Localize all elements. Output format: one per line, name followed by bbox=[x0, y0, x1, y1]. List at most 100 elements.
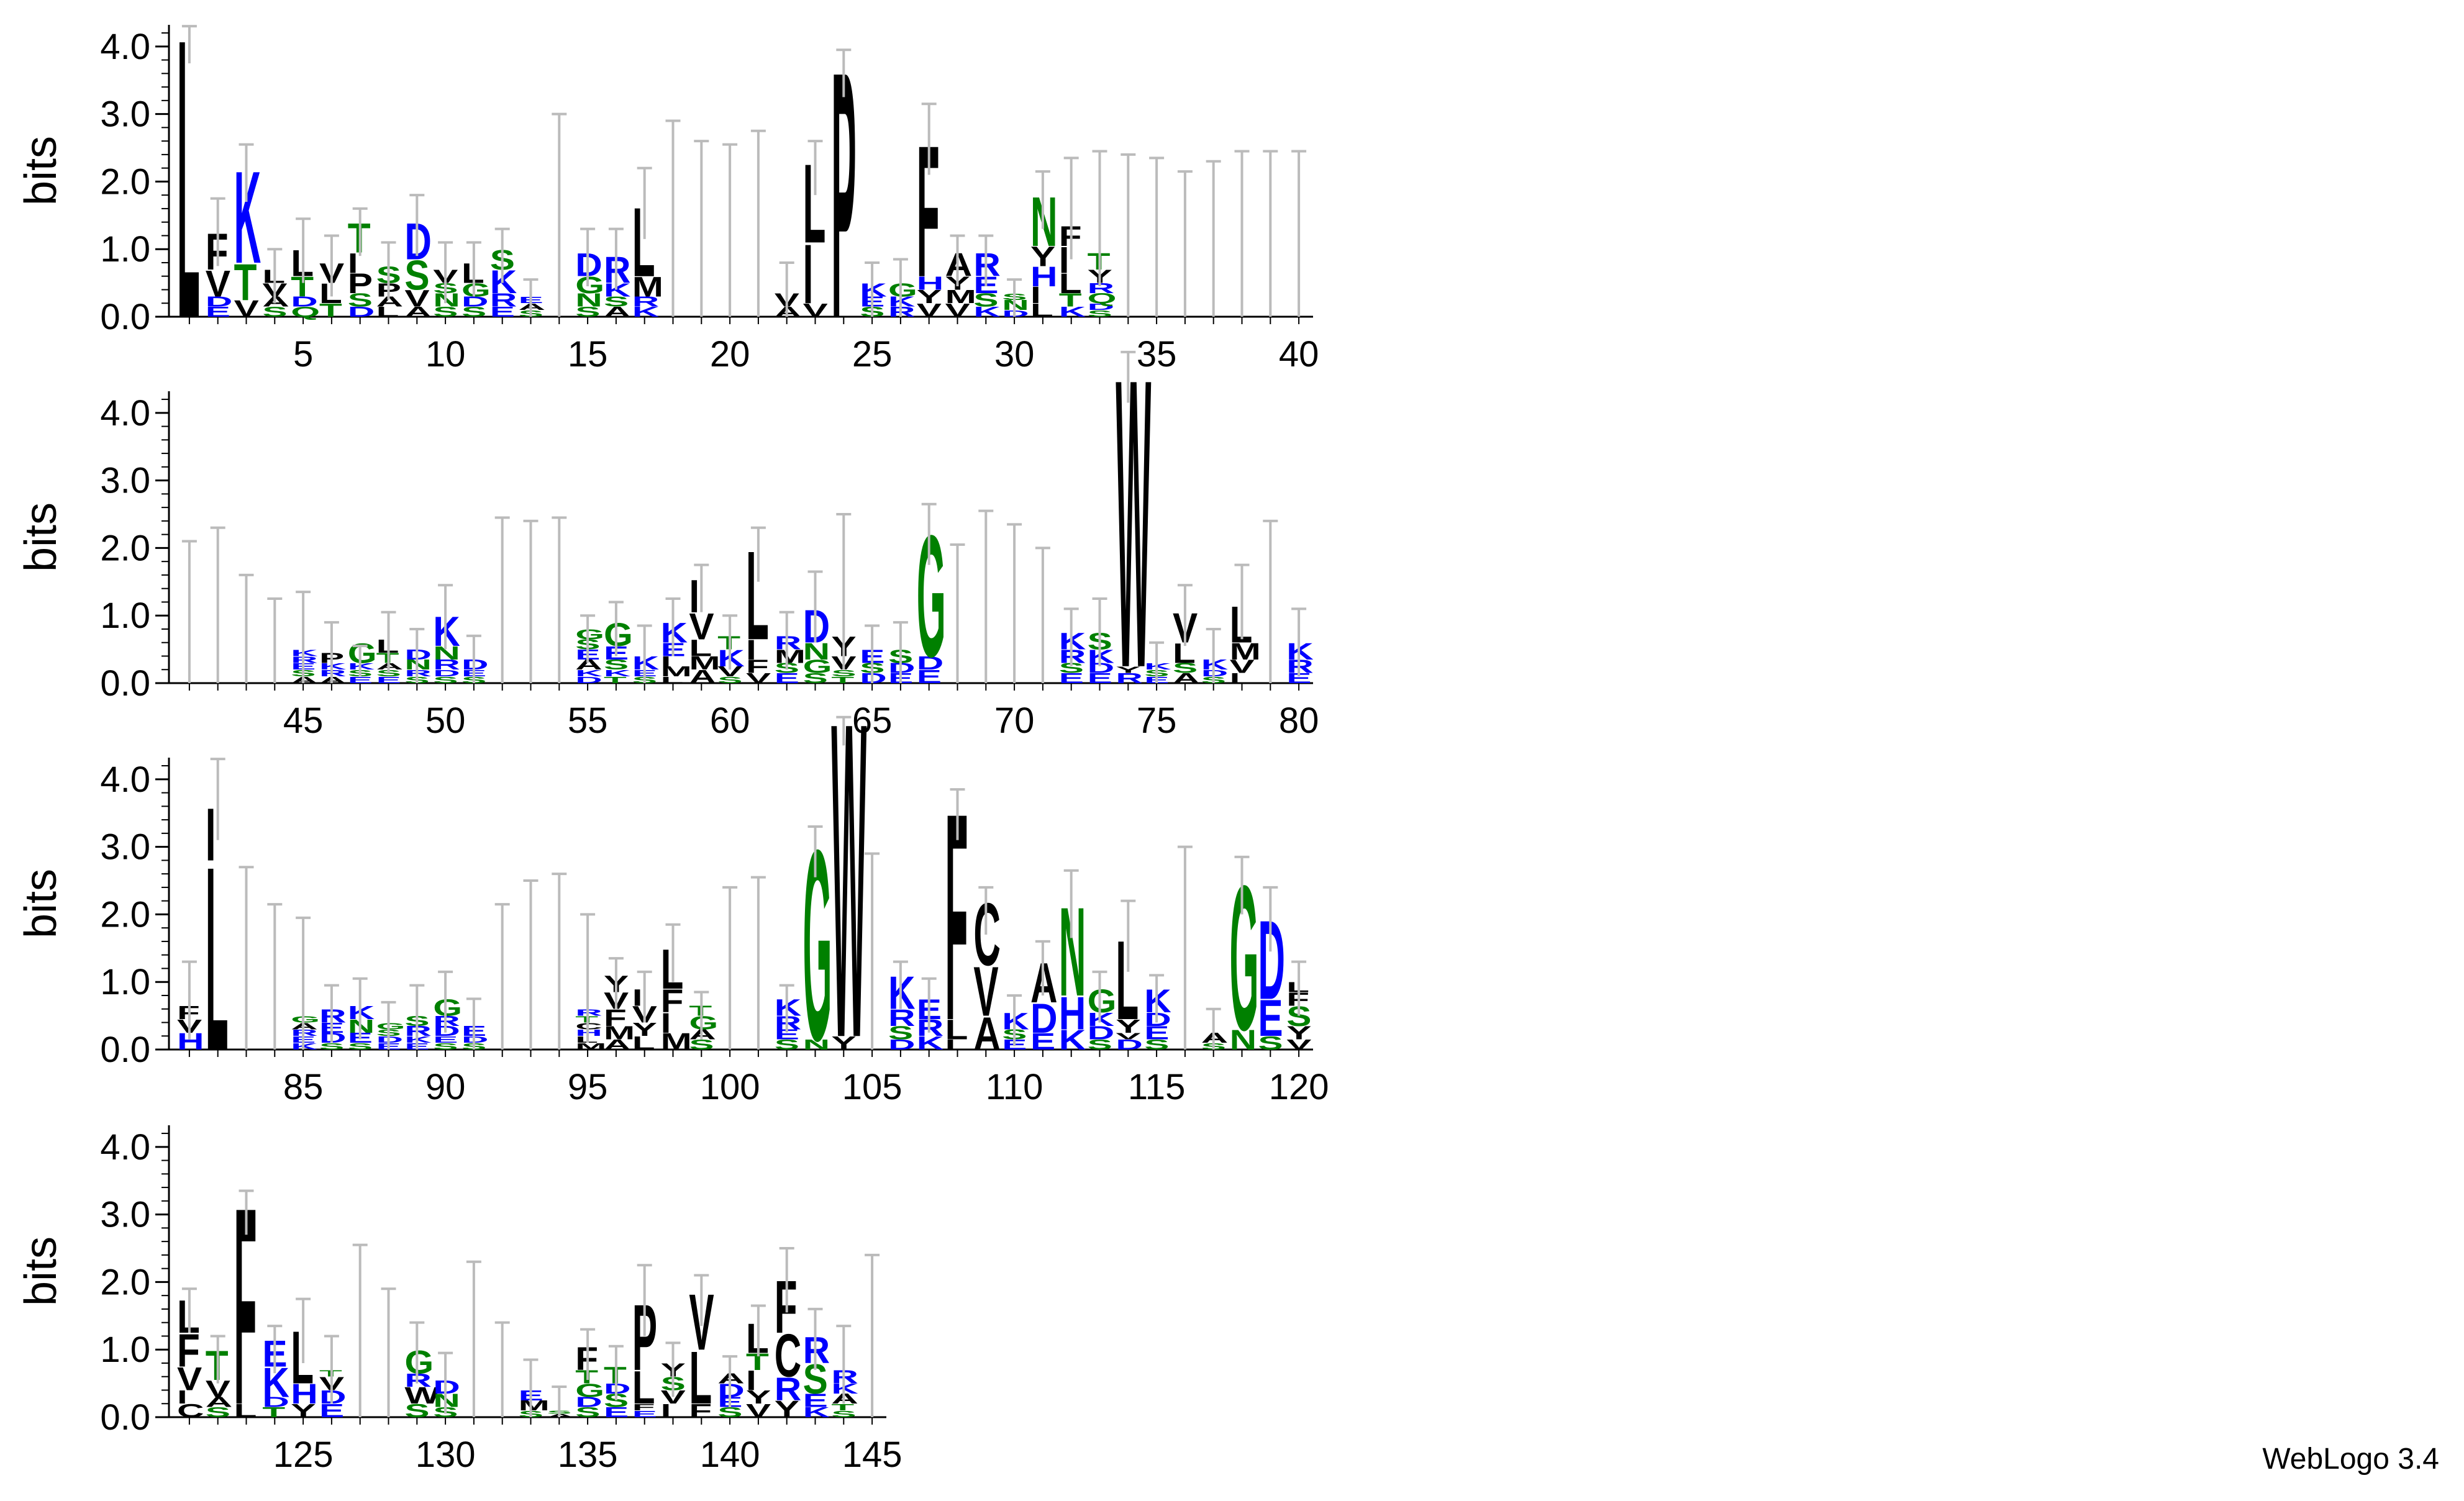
y-tick-label: 2.0 bbox=[100, 1262, 150, 1302]
logo-letter: G bbox=[1230, 843, 1259, 1074]
logo-letter: G bbox=[404, 1345, 434, 1381]
logo-letter: I bbox=[1030, 282, 1041, 309]
logo-stack: SND bbox=[433, 1351, 460, 1420]
logo-letter: D bbox=[461, 294, 489, 309]
logo-stack: EKRS bbox=[404, 984, 432, 1051]
logo-letter: S bbox=[1088, 309, 1112, 319]
logo-stack bbox=[1263, 519, 1278, 683]
logo-stack: YRCF bbox=[775, 1247, 801, 1422]
logo-stack: EDA bbox=[1030, 940, 1058, 1054]
logo-letter: D bbox=[348, 304, 375, 320]
logo-letter: K bbox=[291, 648, 318, 658]
logo-stack bbox=[1177, 845, 1193, 1050]
logo-letter: E bbox=[1088, 671, 1112, 686]
logo-letter: D bbox=[1116, 1037, 1143, 1053]
logo-letter: S bbox=[433, 1041, 458, 1052]
logo-letter: D bbox=[1030, 994, 1058, 1041]
logo-stack: SDRNK bbox=[433, 584, 460, 685]
logo-letter: T bbox=[1059, 290, 1082, 311]
logo-letter: I bbox=[746, 635, 757, 666]
logo-stack: ESDT bbox=[604, 1345, 631, 1420]
logo-stack bbox=[1291, 150, 1307, 317]
logo-letter: L bbox=[945, 1015, 968, 1046]
logo-stack: ESK bbox=[1002, 994, 1029, 1053]
logo-stack: DSE bbox=[860, 624, 887, 686]
y-tick-label: 0.0 bbox=[100, 297, 150, 337]
x-tick-label: 125 bbox=[273, 1435, 334, 1475]
logo-letter: S bbox=[206, 1405, 230, 1420]
logo-letter: D bbox=[291, 294, 318, 309]
logo-letter: G bbox=[575, 1381, 604, 1402]
logo-stack: SDGL bbox=[461, 241, 491, 320]
logo-letter: T bbox=[604, 675, 627, 686]
logo-letter: K bbox=[1059, 1025, 1086, 1056]
logo-letter: S bbox=[803, 671, 828, 686]
logo-letter: I bbox=[803, 228, 814, 322]
logo-letter: H bbox=[291, 1379, 318, 1410]
logo-letter: A bbox=[973, 1008, 1001, 1060]
logo-letter: F bbox=[661, 984, 684, 1020]
logo-letter: M bbox=[632, 271, 663, 302]
logo-letter: Y bbox=[917, 287, 942, 308]
logo-stack bbox=[239, 573, 254, 683]
logo-stack bbox=[552, 112, 567, 317]
logo-letter: L bbox=[376, 304, 399, 320]
logo-stack: VMYA bbox=[945, 234, 976, 321]
logo-letter: M bbox=[775, 646, 806, 668]
logo-letter: S bbox=[376, 668, 401, 679]
logo-letter: S bbox=[348, 1041, 373, 1052]
y-tick-label: 4.0 bbox=[100, 27, 150, 67]
logo-stack bbox=[750, 876, 766, 1050]
logo-letter: I bbox=[661, 1008, 671, 1039]
x-tick-label: 120 bbox=[1269, 1067, 1329, 1107]
logo-letter: K bbox=[661, 618, 688, 649]
logo-letter: W bbox=[404, 1382, 440, 1409]
y-axis-label: bits bbox=[16, 1236, 66, 1306]
logo-stack bbox=[1149, 156, 1165, 317]
logo-stack: LAPS bbox=[376, 241, 403, 320]
x-tick-label: 115 bbox=[1128, 1067, 1185, 1107]
logo-row: 0.01.02.03.04.0bits4550556065707580ASERK… bbox=[16, 294, 1319, 755]
y-axis-label: bits bbox=[16, 136, 66, 206]
logo-letter: K bbox=[632, 304, 660, 320]
logo-stack: KTLIF bbox=[1059, 156, 1086, 320]
logo-letter: S bbox=[888, 1023, 913, 1044]
logo-letter: S bbox=[404, 1400, 429, 1422]
logo-letter: K bbox=[973, 304, 1001, 320]
logo-letter: I bbox=[1230, 671, 1240, 686]
logo-letter: A bbox=[1173, 671, 1200, 686]
logo-stack: ESATL bbox=[376, 610, 403, 685]
logo-letter: G bbox=[291, 1014, 320, 1025]
logo-letter: M bbox=[575, 1041, 606, 1052]
x-tick-label: 75 bbox=[1137, 701, 1177, 741]
logo-stack: SA bbox=[1201, 1007, 1228, 1051]
x-tick-label: 45 bbox=[283, 701, 324, 741]
logo-letter: H bbox=[917, 273, 944, 294]
logo-letter: E bbox=[1059, 671, 1084, 686]
y-tick-label: 1.0 bbox=[100, 229, 150, 270]
logo-stack: ERK bbox=[1286, 607, 1314, 686]
logo-stack bbox=[1263, 150, 1278, 317]
y-tick-label: 3.0 bbox=[100, 827, 150, 868]
logo-stack: SRND bbox=[404, 627, 432, 685]
logo-letter: Y bbox=[1116, 664, 1140, 675]
logo-letter: M bbox=[661, 1028, 692, 1054]
logo-stack: IVML bbox=[1230, 563, 1261, 686]
logo-letter: T bbox=[319, 300, 342, 321]
logo-letter: F bbox=[746, 656, 769, 678]
logo-letter: V bbox=[917, 300, 942, 321]
logo-letter: V bbox=[746, 1400, 771, 1422]
logo-stack: ASKR bbox=[604, 227, 631, 320]
x-tick-label: 65 bbox=[852, 701, 893, 741]
logo-rows: 0.01.02.03.04.0bits510152025303540LEDVFV… bbox=[16, 0, 1329, 1475]
logo-letter: K bbox=[348, 661, 375, 672]
x-tick-label: 130 bbox=[416, 1435, 476, 1475]
logo-letter: Y bbox=[1286, 1023, 1311, 1044]
logo-stack bbox=[865, 1253, 880, 1417]
logo-letter: I bbox=[689, 570, 699, 622]
y-tick-label: 1.0 bbox=[100, 596, 150, 636]
